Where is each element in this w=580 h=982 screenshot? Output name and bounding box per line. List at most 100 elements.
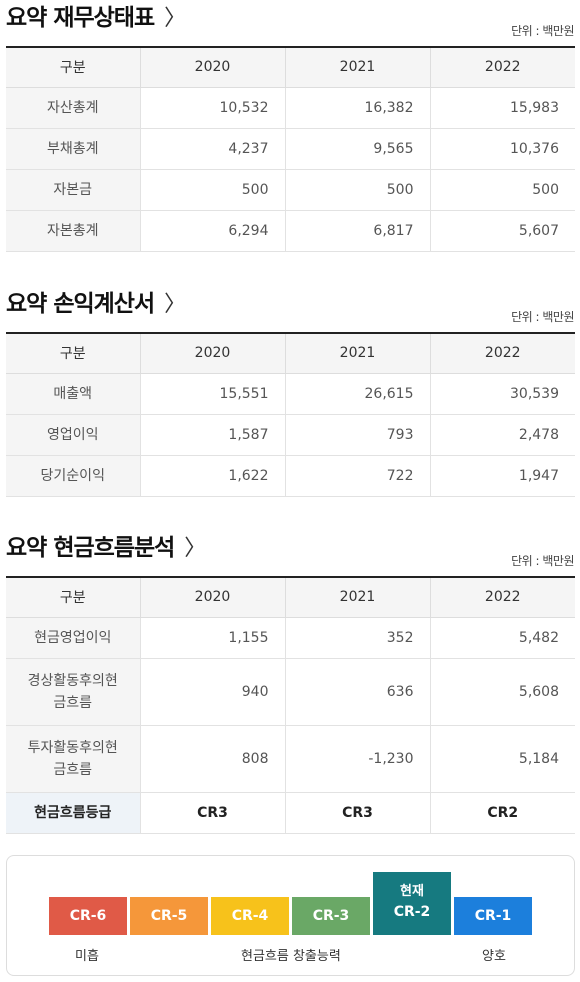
section-header: 요약 손익계산서 〉 단위 : 백만원 xyxy=(0,286,580,332)
balance-sheet-table: 구분 2020 2021 2022 자산총계 10,532 16,382 15,… xyxy=(6,46,575,252)
cell-value: 1,587 xyxy=(139,414,285,456)
grade-block-label: CR-6 xyxy=(69,908,107,924)
cell-value: 9,565 xyxy=(284,128,430,170)
table-header-row: 구분 2020 2021 2022 xyxy=(6,46,575,88)
cell-value: 6,294 xyxy=(139,210,285,252)
income-statement-table: 구분 2020 2021 2022 매출액 15,551 26,615 30,5… xyxy=(6,332,575,497)
row-label: 현금흐름등급 xyxy=(6,792,140,834)
cell-value: 15,551 xyxy=(139,373,285,415)
table-row: 매출액 15,551 26,615 30,539 xyxy=(6,373,575,415)
table-row: 자산총계 10,532 16,382 15,983 xyxy=(6,87,575,129)
row-label: 자본금 xyxy=(6,169,140,211)
cell-value: -1,230 xyxy=(284,725,430,793)
table-row: 현금영업이익 1,155 352 5,482 xyxy=(6,617,575,659)
unit-label: 단위 : 백만원 xyxy=(511,24,574,38)
grade-block-label: CR-3 xyxy=(312,908,350,924)
cell-value: 6,817 xyxy=(284,210,430,252)
header-category: 구분 xyxy=(6,332,140,374)
header-year: 2020 xyxy=(139,332,285,374)
cell-value: 4,237 xyxy=(139,128,285,170)
cell-value: 1,947 xyxy=(429,455,575,497)
grade-block-cr6: CR-6 xyxy=(49,897,127,935)
cell-value: 500 xyxy=(284,169,430,211)
grade-block-label: CR-1 xyxy=(474,908,512,924)
cell-value: 722 xyxy=(284,455,430,497)
header-year: 2022 xyxy=(429,46,575,88)
income-statement-title-link[interactable]: 요약 손익계산서 〉 xyxy=(6,288,186,321)
income-statement-section: 요약 손익계산서 〉 단위 : 백만원 구분 2020 2021 2022 매출액… xyxy=(0,286,580,497)
row-label: 자산총계 xyxy=(6,87,140,129)
unit-label: 단위 : 백만원 xyxy=(511,310,574,324)
row-label-line: 투자활동후의현 xyxy=(27,739,118,756)
chevron-right-icon: 〉 xyxy=(164,292,186,317)
header-category: 구분 xyxy=(6,576,140,618)
header-year: 2020 xyxy=(139,576,285,618)
row-label-line: 경상활동후의현 xyxy=(27,672,118,689)
grade-block-cr4: CR-4 xyxy=(211,897,289,935)
cash-flow-table: 구분 2020 2021 2022 현금영업이익 1,155 352 5,482… xyxy=(6,576,575,834)
table-row: 부채총계 4,237 9,565 10,376 xyxy=(6,128,575,170)
cash-flow-grade-scale: CR-6 CR-5 CR-4 CR-3 현재 CR-2 CR-1 미흡 현금흐름 … xyxy=(6,855,575,976)
row-label: 부채총계 xyxy=(6,128,140,170)
header-year: 2020 xyxy=(139,46,285,88)
scale-caption-high: 양호 xyxy=(482,949,506,964)
current-marker-label: 현재 xyxy=(400,884,424,899)
section-header: 요약 현금흐름분석 〉 단위 : 백만원 xyxy=(0,530,580,576)
grade-value: CR3 xyxy=(139,792,285,834)
section-title: 요약 현금흐름분석 xyxy=(6,535,175,561)
header-year: 2021 xyxy=(284,576,430,618)
cell-value: 1,155 xyxy=(139,617,285,659)
grade-block-cr3: CR-3 xyxy=(292,897,370,935)
cell-value: 5,607 xyxy=(429,210,575,252)
header-category: 구분 xyxy=(6,46,140,88)
header-year: 2021 xyxy=(284,332,430,374)
scale-caption-mid: 현금흐름 창출능력 xyxy=(241,949,341,964)
cell-value: 5,482 xyxy=(429,617,575,659)
cash-flow-title-link[interactable]: 요약 현금흐름분석 〉 xyxy=(6,532,206,565)
unit-label: 단위 : 백만원 xyxy=(511,554,574,568)
grade-block-label: CR-4 xyxy=(231,908,269,924)
grade-block-cr5: CR-5 xyxy=(130,897,208,935)
row-label-line: 금흐름 xyxy=(53,694,93,711)
cell-value: 10,532 xyxy=(139,87,285,129)
cell-value: 500 xyxy=(139,169,285,211)
cell-value: 1,622 xyxy=(139,455,285,497)
row-label-line: 금흐름 xyxy=(53,761,93,778)
row-label: 당기순이익 xyxy=(6,455,140,497)
grade-row: 현금흐름등급 CR3 CR3 CR2 xyxy=(6,792,575,834)
chevron-right-icon: 〉 xyxy=(164,6,186,31)
cell-value: 5,184 xyxy=(429,725,575,793)
table-row: 당기순이익 1,622 722 1,947 xyxy=(6,455,575,497)
cell-value: 636 xyxy=(284,658,430,726)
cell-value: 500 xyxy=(429,169,575,211)
cell-value: 26,615 xyxy=(284,373,430,415)
row-label: 매출액 xyxy=(6,373,140,415)
grade-block-label: CR-2 xyxy=(393,904,431,920)
chevron-right-icon: 〉 xyxy=(184,536,206,561)
grade-block-cr1: CR-1 xyxy=(454,897,532,935)
grade-value: CR3 xyxy=(284,792,430,834)
cell-value: 5,608 xyxy=(429,658,575,726)
row-label: 현금영업이익 xyxy=(6,617,140,659)
grade-block-label: CR-5 xyxy=(150,908,188,924)
balance-sheet-title-link[interactable]: 요약 재무상태표 〉 xyxy=(6,2,186,35)
table-header-row: 구분 2020 2021 2022 xyxy=(6,576,575,618)
cell-value: 352 xyxy=(284,617,430,659)
cell-value: 16,382 xyxy=(284,87,430,129)
cell-value: 15,983 xyxy=(429,87,575,129)
cell-value: 808 xyxy=(139,725,285,793)
cell-value: 30,539 xyxy=(429,373,575,415)
section-title: 요약 재무상태표 xyxy=(6,5,155,31)
cash-flow-section: 요약 현금흐름분석 〉 단위 : 백만원 구분 2020 2021 2022 현금… xyxy=(0,530,580,834)
cell-value: 793 xyxy=(284,414,430,456)
scale-caption-low: 미흡 xyxy=(75,949,99,964)
cell-value: 940 xyxy=(139,658,285,726)
header-year: 2022 xyxy=(429,576,575,618)
cell-value: 10,376 xyxy=(429,128,575,170)
table-row: 자본총계 6,294 6,817 5,607 xyxy=(6,210,575,252)
grade-block-cr2-current: 현재 CR-2 xyxy=(373,872,451,935)
